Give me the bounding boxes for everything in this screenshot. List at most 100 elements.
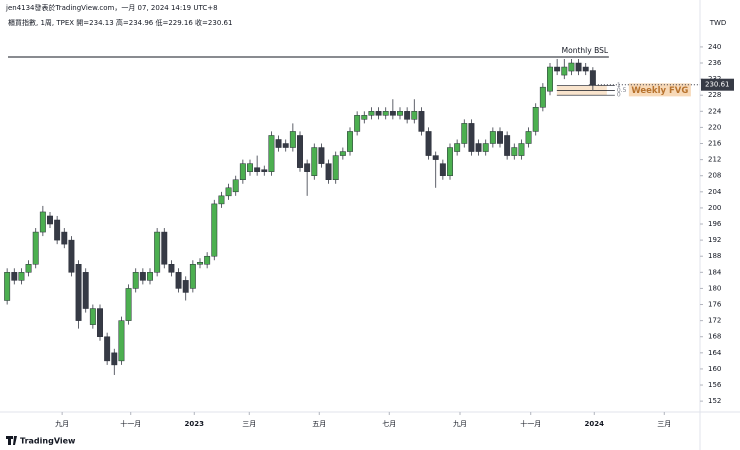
- candle-body: [525, 131, 532, 144]
- candle-body: [168, 264, 175, 273]
- x-tick-label: 十一月: [520, 419, 541, 428]
- candle-body: [339, 151, 346, 156]
- watermark: TradingView: [20, 437, 76, 446]
- y-tick-label: 204: [708, 188, 722, 196]
- candle-body: [561, 66, 568, 76]
- candle-body: [568, 62, 575, 72]
- y-tick-label: 236: [708, 59, 722, 67]
- candle-body: [468, 123, 475, 152]
- candle-body: [261, 169, 268, 172]
- candle-body: [432, 155, 439, 160]
- candle-body: [504, 135, 511, 156]
- candle-body: [18, 272, 25, 281]
- candle-body: [89, 308, 96, 325]
- fvg-level-label: 1: [617, 82, 621, 89]
- candle-body: [575, 62, 582, 72]
- candle-body: [125, 288, 132, 321]
- candle-body: [497, 131, 503, 144]
- y-tick-label: 188: [708, 252, 721, 260]
- candle-body: [47, 215, 53, 225]
- y-tick-label: 152: [708, 397, 721, 405]
- x-tick-label: 九月: [55, 419, 69, 428]
- y-tick-label: 240: [708, 43, 721, 51]
- candle-body: [375, 111, 382, 116]
- candle-body: [82, 272, 89, 309]
- candle-body: [447, 147, 453, 176]
- candle-body: [32, 231, 39, 265]
- logo: [6, 436, 17, 445]
- candle-body: [425, 131, 432, 156]
- candle-body: [361, 115, 368, 120]
- y-tick-label: 212: [708, 156, 721, 164]
- candle-body: [4, 272, 11, 301]
- candle-body: [254, 167, 261, 172]
- candle-body: [225, 187, 232, 197]
- candle-body: [382, 111, 389, 116]
- candle-body: [104, 336, 111, 362]
- candle-body: [75, 264, 82, 321]
- candle-body: [97, 308, 103, 337]
- candle-body: [304, 163, 311, 172]
- candle-body: [532, 107, 539, 132]
- candle-body: [454, 143, 461, 152]
- last-price-label: 230.61: [705, 81, 730, 89]
- candle-body: [439, 163, 446, 176]
- candle-body: [518, 143, 525, 156]
- candle-body: [332, 155, 339, 180]
- y-tick-label: 216: [708, 140, 722, 148]
- candle-body: [204, 255, 211, 265]
- candle-body: [347, 131, 353, 152]
- candle-body: [111, 352, 118, 366]
- candle-body: [268, 135, 275, 172]
- x-tick-label: 2023: [185, 420, 205, 428]
- fvg-label: Weekly FVG: [631, 86, 688, 96]
- candle-body: [554, 66, 561, 72]
- candle-body: [582, 66, 589, 72]
- fvg-level-label: 0: [617, 92, 621, 99]
- candle-body: [11, 272, 18, 281]
- candle-body: [175, 272, 182, 289]
- y-tick-label: 184: [708, 268, 722, 276]
- candle-body: [161, 231, 168, 265]
- candle-body: [311, 147, 318, 176]
- x-tick-label: 九月: [453, 419, 467, 428]
- candle-body: [282, 143, 289, 148]
- candle-body: [297, 135, 303, 168]
- y-tick-label: 220: [708, 123, 721, 131]
- candle-body: [589, 70, 596, 85]
- y-tick-label: 176: [708, 301, 722, 309]
- y-tick-label: 228: [708, 91, 721, 99]
- candle-body: [389, 111, 396, 116]
- y-tick-label: 156: [708, 381, 722, 389]
- y-tick-label: 192: [708, 236, 721, 244]
- candle-body: [211, 203, 218, 257]
- chart-subtitle: 櫃買指數, 1周, TPEX 開=234.13 高=234.96 低=229.1…: [8, 18, 232, 27]
- candle-body: [232, 179, 239, 193]
- y-tick-label: 196: [708, 220, 722, 228]
- currency: TWD: [709, 19, 727, 27]
- fvg-level-label: 0.5: [617, 87, 627, 94]
- candle-body: [68, 239, 75, 273]
- y-tick-label: 180: [708, 284, 721, 292]
- candle-body: [39, 211, 46, 233]
- chart-title: jen4134發表於TradingView.com，一月 07, 2024 14…: [5, 3, 218, 12]
- candle-body: [489, 131, 496, 144]
- x-tick-label: 七月: [382, 419, 396, 428]
- candle-body: [411, 111, 418, 120]
- candle-body: [61, 231, 68, 245]
- last-price-bg: [701, 78, 734, 91]
- candle-body: [182, 280, 189, 293]
- y-tick-label: 160: [708, 365, 721, 373]
- x-tick-label: 三月: [657, 420, 671, 428]
- candle-body: [325, 163, 332, 180]
- y-tick-label: 208: [708, 172, 721, 180]
- y-tick-label: 168: [708, 333, 721, 341]
- candle-body: [461, 123, 468, 144]
- candle-body: [154, 231, 161, 273]
- candle-body: [511, 147, 518, 156]
- candle-body: [139, 272, 146, 281]
- candle-body: [547, 66, 553, 92]
- x-tick-label: 五月: [312, 420, 326, 428]
